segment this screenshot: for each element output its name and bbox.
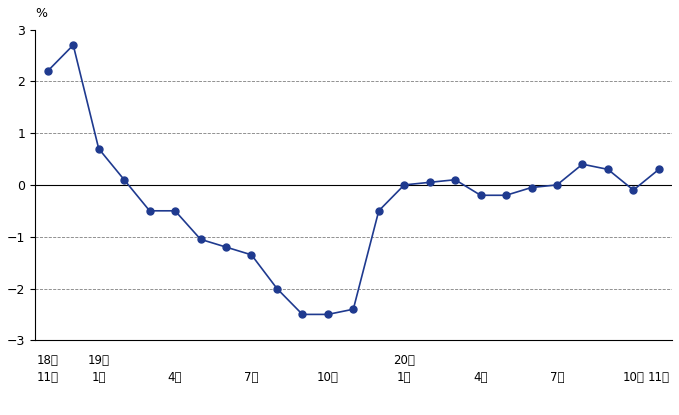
Text: %: %: [35, 7, 47, 20]
Text: 4月: 4月: [473, 371, 488, 384]
Text: 19年: 19年: [88, 354, 110, 367]
Text: 10月: 10月: [623, 371, 644, 384]
Text: 10月: 10月: [317, 371, 339, 384]
Text: 20年: 20年: [393, 354, 415, 367]
Text: 7月: 7月: [550, 371, 564, 384]
Text: 1月: 1月: [397, 371, 411, 384]
Text: 4月: 4月: [168, 371, 183, 384]
Text: 7月: 7月: [244, 371, 259, 384]
Text: 1月: 1月: [92, 371, 106, 384]
Text: 11月: 11月: [37, 371, 59, 384]
Text: 11月: 11月: [648, 371, 670, 384]
Text: 18年: 18年: [37, 354, 58, 367]
